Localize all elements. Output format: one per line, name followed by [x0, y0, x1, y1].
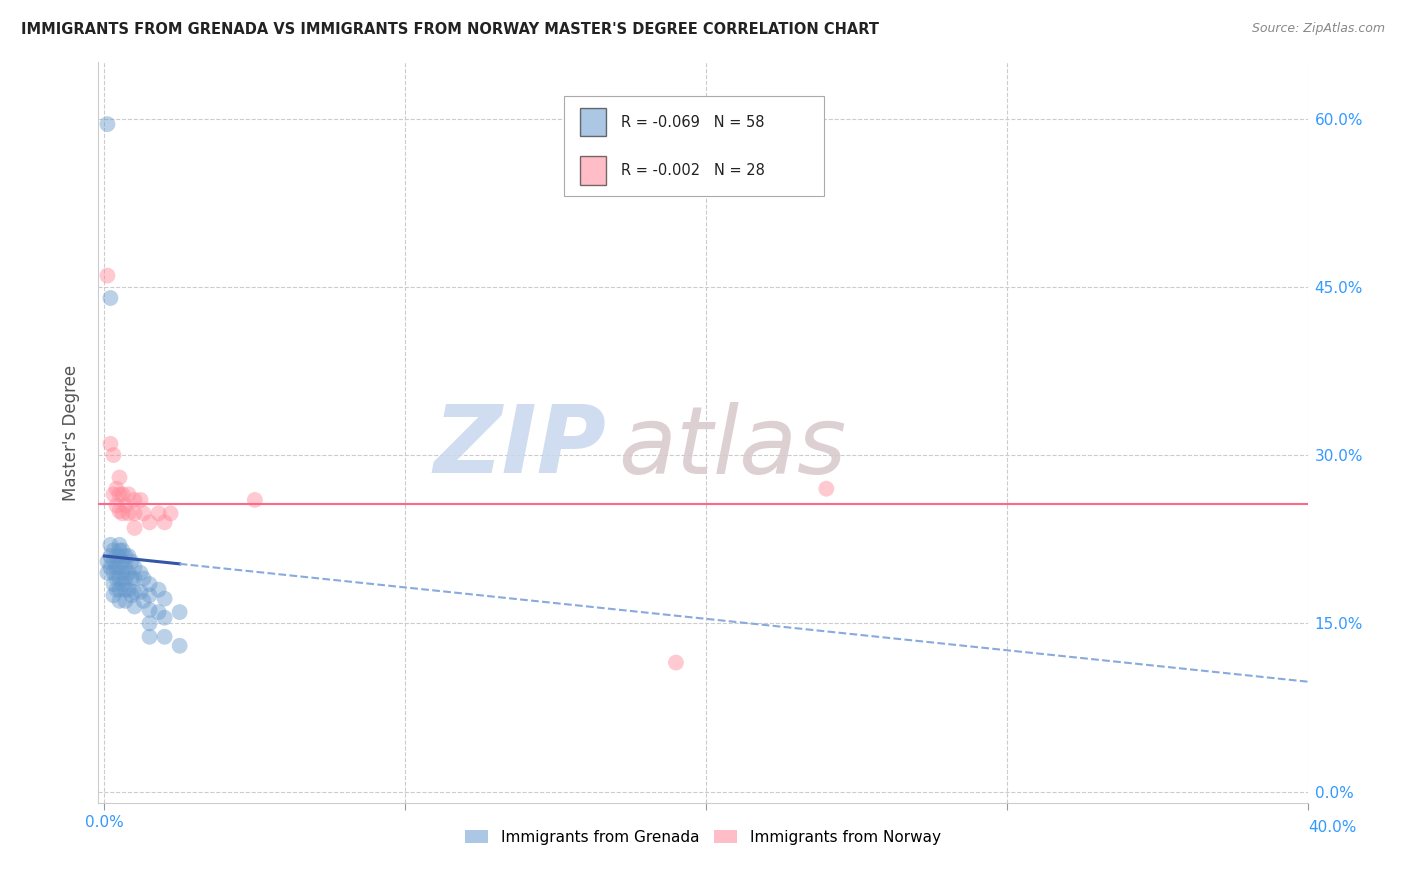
Point — [96, 555, 118, 569]
Point — [100, 437, 122, 451]
Point — [121, 555, 143, 569]
Point — [243, 492, 266, 507]
Point — [114, 499, 136, 513]
Text: atlas: atlas — [619, 402, 846, 493]
Point — [129, 566, 152, 580]
Legend: Immigrants from Grenada, Immigrants from Norway: Immigrants from Grenada, Immigrants from… — [460, 823, 946, 851]
Point — [138, 603, 160, 617]
Point — [132, 571, 155, 585]
Point — [100, 560, 122, 574]
Point — [108, 504, 131, 518]
Point — [105, 560, 128, 574]
Point — [111, 577, 134, 591]
Point — [124, 571, 146, 585]
Point — [121, 588, 143, 602]
Point — [117, 487, 139, 501]
Point — [103, 555, 125, 569]
Point — [111, 566, 134, 580]
Point — [153, 610, 176, 624]
Point — [103, 577, 125, 591]
Point — [132, 507, 155, 521]
Point — [108, 470, 131, 484]
Point — [103, 566, 125, 580]
Point — [148, 507, 170, 521]
Point — [114, 549, 136, 563]
Point — [114, 594, 136, 608]
Point — [103, 487, 125, 501]
Point — [96, 566, 118, 580]
Point — [117, 549, 139, 563]
Point — [108, 594, 131, 608]
Point — [124, 521, 146, 535]
Point — [111, 507, 134, 521]
Point — [108, 571, 131, 585]
Point — [124, 585, 146, 599]
Point — [108, 560, 131, 574]
Text: ZIP: ZIP — [433, 401, 606, 493]
Point — [103, 448, 125, 462]
Point — [138, 588, 160, 602]
Point — [124, 599, 146, 614]
Point — [121, 571, 143, 585]
Point — [108, 538, 131, 552]
Point — [138, 630, 160, 644]
Point — [108, 543, 131, 558]
Point — [124, 560, 146, 574]
Point — [117, 507, 139, 521]
Point — [159, 507, 181, 521]
Point — [169, 605, 191, 619]
Point — [117, 566, 139, 580]
Text: IMMIGRANTS FROM GRENADA VS IMMIGRANTS FROM NORWAY MASTER'S DEGREE CORRELATION CH: IMMIGRANTS FROM GRENADA VS IMMIGRANTS FR… — [21, 22, 879, 37]
Text: Source: ZipAtlas.com: Source: ZipAtlas.com — [1251, 22, 1385, 36]
Point — [815, 482, 838, 496]
Point — [105, 582, 128, 597]
Point — [124, 492, 146, 507]
Point — [96, 117, 118, 131]
Point — [103, 588, 125, 602]
Point — [108, 549, 131, 563]
Point — [108, 487, 131, 501]
Point — [124, 507, 146, 521]
FancyBboxPatch shape — [579, 108, 606, 136]
Y-axis label: Master's Degree: Master's Degree — [62, 365, 80, 500]
FancyBboxPatch shape — [579, 156, 606, 185]
Point — [117, 582, 139, 597]
Point — [96, 268, 118, 283]
Point — [148, 582, 170, 597]
Point — [111, 487, 134, 501]
Point — [105, 499, 128, 513]
Point — [169, 639, 191, 653]
Point — [129, 492, 152, 507]
Point — [138, 577, 160, 591]
Point — [100, 549, 122, 563]
Point — [111, 543, 134, 558]
Point — [114, 582, 136, 597]
Point — [100, 538, 122, 552]
Text: R = -0.002   N = 28: R = -0.002 N = 28 — [621, 163, 765, 178]
Point — [148, 605, 170, 619]
Text: R = -0.069   N = 58: R = -0.069 N = 58 — [621, 115, 765, 130]
Point — [114, 571, 136, 585]
Point — [108, 582, 131, 597]
Point — [138, 516, 160, 530]
Point — [105, 549, 128, 563]
Point — [100, 291, 122, 305]
Point — [665, 656, 688, 670]
Point — [138, 616, 160, 631]
Point — [153, 516, 176, 530]
Point — [103, 543, 125, 558]
FancyBboxPatch shape — [564, 95, 824, 195]
Point — [105, 571, 128, 585]
Point — [153, 591, 176, 606]
Point — [132, 594, 155, 608]
Point — [153, 630, 176, 644]
Point — [114, 560, 136, 574]
Text: 40.0%: 40.0% — [1309, 821, 1357, 835]
Point — [111, 555, 134, 569]
Point — [105, 482, 128, 496]
Point — [129, 585, 152, 599]
